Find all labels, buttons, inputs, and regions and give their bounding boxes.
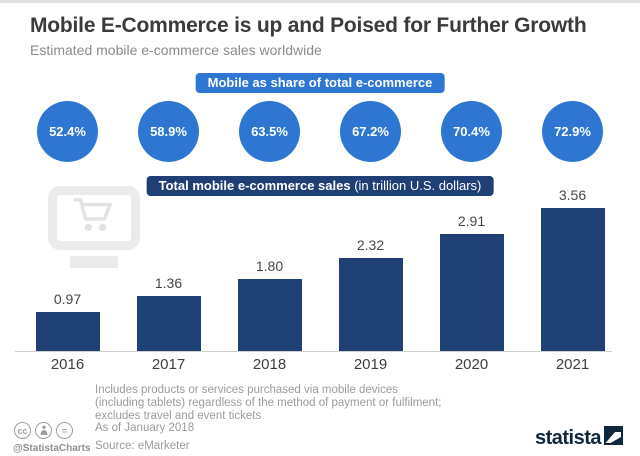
sales-bar — [35, 312, 100, 351]
cc-icon: cc — [14, 422, 31, 439]
share-circle: 63.5% — [239, 101, 300, 162]
sales-bar — [136, 296, 201, 351]
statista-logo-mark — [604, 426, 623, 450]
no-derivatives-icon: = — [56, 422, 73, 439]
bar-cell: 3.56 — [522, 183, 623, 351]
footnote-date: As of January 2018 — [95, 422, 195, 435]
cc-license: cc = — [14, 422, 73, 439]
sales-banner: Total mobile e-commerce sales (in trilli… — [146, 176, 494, 196]
bar-cell: 2.91 — [421, 183, 522, 351]
statista-logo: statista — [535, 426, 623, 450]
bar-value-label: 1.36 — [154, 275, 183, 291]
x-axis-label: 2020 — [454, 356, 489, 373]
share-circle-cell: 72.9% — [522, 100, 623, 162]
share-circle: 67.2% — [340, 101, 401, 162]
x-axis-label-cell: 2018 — [219, 356, 320, 373]
share-circle: 58.9% — [138, 101, 199, 162]
x-axis-labels-row: 2016 2017 2018 2019 2020 2021 — [17, 356, 623, 374]
share-circles-row: 52.4% 58.9% 63.5% 67.2% 70.4% 72.9% — [17, 100, 623, 162]
attribution-icon — [35, 422, 52, 439]
bar-cell: 1.36 — [118, 183, 219, 351]
share-circle-cell: 70.4% — [421, 100, 522, 162]
share-circle-cell: 58.9% — [118, 100, 219, 162]
page-subtitle: Estimated mobile e-commerce sales worldw… — [30, 42, 322, 58]
bars-row: 0.97 1.36 1.80 2.32 2.91 3.56 — [17, 183, 623, 351]
x-axis-label: 2018 — [252, 356, 287, 373]
footnote-line: excludes travel and event tickets — [95, 409, 262, 422]
x-axis-label: 2017 — [151, 356, 186, 373]
bar-value-label: 1.80 — [255, 258, 284, 274]
footnote-line: Includes products or services purchased … — [95, 384, 398, 396]
x-axis-line — [15, 351, 612, 352]
x-axis-label-cell: 2020 — [421, 356, 522, 373]
monitor-cart-watermark — [48, 186, 140, 268]
share-circle: 72.9% — [542, 101, 603, 162]
sales-bar — [338, 258, 403, 351]
share-circle-cell: 52.4% — [17, 100, 118, 162]
bar-value-label: 3.56 — [558, 187, 587, 203]
sales-bar — [540, 208, 605, 351]
bar-value-label: 2.32 — [356, 237, 385, 253]
sales-banner-bold: Total mobile e-commerce sales — [158, 178, 351, 193]
source-label: Source: eMarketer — [95, 440, 190, 452]
statista-charts-handle: @StatistaCharts — [13, 443, 91, 454]
share-banner: Mobile as share of total e-commerce — [195, 73, 445, 93]
bar-value-label: 0.97 — [53, 291, 82, 307]
x-axis-label-cell: 2016 — [17, 356, 118, 373]
bar-cell: 2.32 — [320, 183, 421, 351]
share-circle: 70.4% — [441, 101, 502, 162]
page-title: Mobile E-Commerce is up and Poised for F… — [30, 14, 587, 37]
x-axis-label: 2021 — [555, 356, 590, 373]
shopping-cart-icon — [71, 196, 117, 241]
x-axis-label-cell: 2021 — [522, 356, 623, 373]
sales-banner-rest: (in trillion U.S. dollars) — [350, 178, 482, 193]
x-axis-label-cell: 2019 — [320, 356, 421, 373]
bar-cell: 0.97 — [17, 183, 118, 351]
footnote: Includes products or services purchased … — [95, 384, 441, 435]
bar-cell: 1.80 — [219, 183, 320, 351]
x-axis-label: 2016 — [50, 356, 85, 373]
sales-bar — [237, 279, 302, 351]
sales-bar — [439, 234, 504, 351]
x-axis-label: 2019 — [353, 356, 388, 373]
x-axis-label-cell: 2017 — [118, 356, 219, 373]
share-circle: 52.4% — [37, 101, 98, 162]
share-circle-cell: 67.2% — [320, 100, 421, 162]
share-circle-cell: 63.5% — [219, 100, 320, 162]
bar-value-label: 2.91 — [457, 213, 486, 229]
monitor-icon — [48, 186, 140, 250]
statista-logo-text: statista — [534, 426, 602, 449]
monitor-stand — [70, 256, 118, 268]
footnote-line: (including tablets) regardless of the me… — [95, 396, 442, 409]
